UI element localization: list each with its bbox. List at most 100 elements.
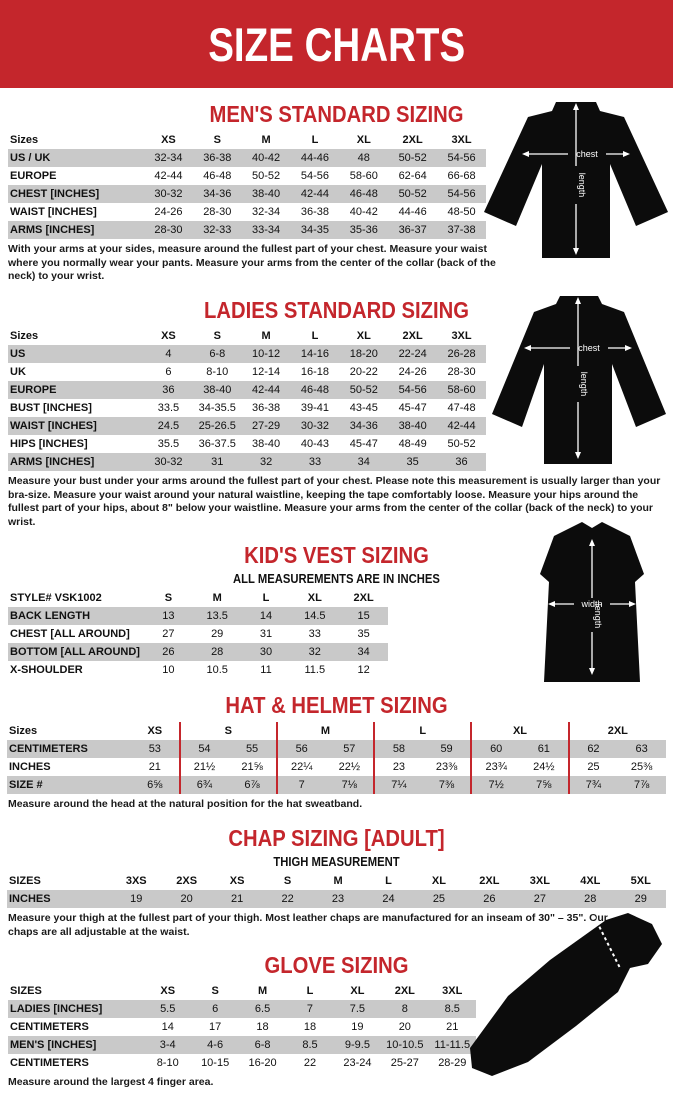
column-header: S: [213, 329, 221, 342]
length-arrow: length: [589, 539, 603, 675]
table-cell: 7⅝: [536, 779, 552, 792]
row-label: ARMS [INCHES]: [10, 224, 95, 236]
chap-subtitle: THIGH MEASUREMENT: [273, 855, 400, 870]
chest-arrow-label: chest: [578, 343, 600, 353]
table-cell: 27: [533, 893, 546, 906]
table-cell: 50-52: [252, 170, 281, 182]
row-label: HIPS [INCHES]: [10, 437, 88, 450]
length-arrow-label: length: [577, 173, 587, 198]
table-cell: 8-10: [206, 365, 229, 378]
table-cell: 17: [209, 1021, 222, 1034]
table-row: HIPS [INCHES] 35.5 36-37.5 38-40 40-43 45-47 4…: [8, 435, 486, 453]
row-label: CENTIMETERS: [10, 1021, 89, 1034]
knuckle-measure-line: [593, 915, 621, 969]
row-label: BOTTOM [ALL AROUND]: [10, 646, 140, 659]
table-cell: 57: [343, 743, 356, 756]
table-cell: 66-68: [447, 170, 476, 182]
column-header: 2XL: [479, 875, 500, 888]
column-header: S: [178, 722, 277, 741]
column-header: M: [257, 985, 268, 998]
table-cell: 62: [567, 740, 618, 759]
table-cell: 30-32: [154, 455, 183, 468]
table-cell: 54-56: [398, 383, 427, 396]
table-cell: 42-44: [300, 188, 330, 200]
table-row: ARMS [INCHES] 28-30 32-33 33-34 34-35 35-36 36…: [8, 221, 486, 239]
row-label: EUROPE: [10, 383, 57, 396]
table-cell: 27: [162, 628, 175, 641]
table-cell: 36-37.5: [198, 437, 236, 450]
table-cell: 33: [308, 628, 321, 641]
table-cell: 14.5: [304, 610, 326, 623]
table-cell: 32: [259, 455, 273, 468]
column-header: M: [261, 134, 271, 146]
table-cell: 16-20: [248, 1057, 277, 1070]
table-cell: 36: [162, 383, 175, 396]
table-cell: 23¾: [470, 758, 520, 777]
section-ladies: LADIES STANDARD SIZING Sizes XS S M L XL 2XL 3X…: [0, 297, 673, 530]
page-title: SIZE CHARTS: [208, 17, 465, 71]
length-arrow: length: [575, 297, 589, 459]
table-cell: 26: [483, 893, 496, 906]
table-cell: 12-14: [252, 365, 281, 378]
table-cell: 7⅞: [633, 779, 650, 792]
header-row: Sizes XS S M L XL 2XL 3XL: [8, 131, 486, 149]
kids-vest-title: KID'S VEST SIZING: [244, 542, 429, 569]
table-cell: 58-60: [349, 170, 378, 182]
table-cell: 42-44: [154, 170, 183, 182]
table-cell: 25: [432, 893, 446, 906]
table-cell: 14: [259, 610, 273, 623]
table-cell: 26: [162, 646, 175, 659]
row-label: EUROPE: [10, 170, 57, 182]
table-cell: 10-15: [201, 1057, 230, 1070]
table-cell: 34-35.5: [198, 401, 236, 414]
table-cell: 45-47: [349, 437, 378, 450]
column-header: XS: [160, 985, 176, 998]
table-cell: 28-30: [447, 365, 476, 378]
table-cell: 7⅛: [341, 779, 357, 792]
table-cell: 30-32: [154, 188, 183, 200]
row-label: INCHES: [9, 761, 51, 774]
table-row: CHEST [INCHES] 30-32 34-36 38-40 42-44 46-48 5…: [8, 185, 486, 203]
table-cell: 62-64: [398, 170, 427, 182]
table-cell: 48: [357, 152, 370, 164]
chest-arrow: chest: [522, 149, 630, 159]
row-label: CHEST [INCHES]: [10, 188, 100, 200]
section-hat-helmet: HAT & HELMET SIZING Sizes XS S M L XL 2XL CENTI…: [0, 692, 673, 812]
table-cell: 38-40: [398, 419, 427, 432]
section-chap: CHAP SIZING [ADULT] THIGH MEASUREMENT SI…: [0, 825, 673, 939]
glove-illustration: [470, 913, 662, 1076]
table-row: US / UK 32-34 36-38 40-42 44-46 48 50-52 54-56: [8, 149, 486, 167]
column-header: S: [164, 592, 173, 605]
table-cell: 18-20: [349, 347, 378, 360]
column-header: S: [211, 985, 219, 998]
table-cell: 32-34: [154, 152, 183, 164]
table-cell: 36: [455, 455, 468, 468]
column-header: XS: [161, 134, 176, 146]
ladies-shirt-silhouette: [492, 296, 666, 464]
table-cell: 48-50: [447, 206, 476, 218]
table-cell: 31: [211, 455, 224, 468]
table-cell: 7: [275, 776, 326, 795]
table-row: BACK LENGTH 13 13.5 14 14.5 15: [8, 607, 388, 626]
column-header: 3XL: [451, 329, 472, 342]
section-kids-vest: KID'S VEST SIZING ALL MEASUREMENTS ARE I…: [0, 542, 673, 679]
table-cell: 40-42: [252, 152, 281, 164]
table-row: WAIST [INCHES] 24-26 28-30 32-34 36-38 40-42 4…: [8, 203, 486, 221]
table-cell: 12: [357, 664, 370, 677]
table-cell: 50-52: [447, 437, 476, 450]
table-cell: 9-9.5: [344, 1039, 370, 1052]
table-cell: 25⅜: [630, 761, 653, 774]
section-mens: MEN'S STANDARD SIZING Sizes XS S M L XL 2XL 3XL…: [0, 101, 673, 284]
table-cell: 35-36: [349, 224, 378, 236]
column-header: XL: [356, 134, 371, 146]
column-header: L: [385, 875, 392, 888]
column-header: STYLE# VSK1002: [10, 592, 102, 605]
row-label: US / UK: [10, 152, 51, 164]
table-cell: 28: [584, 893, 597, 906]
table-cell: 46-48: [349, 188, 378, 200]
table-cell: 36-38: [300, 206, 330, 218]
table-cell: 39-41: [300, 401, 330, 414]
table-cell: 10: [162, 664, 175, 677]
column-header: 2XL: [402, 134, 423, 146]
